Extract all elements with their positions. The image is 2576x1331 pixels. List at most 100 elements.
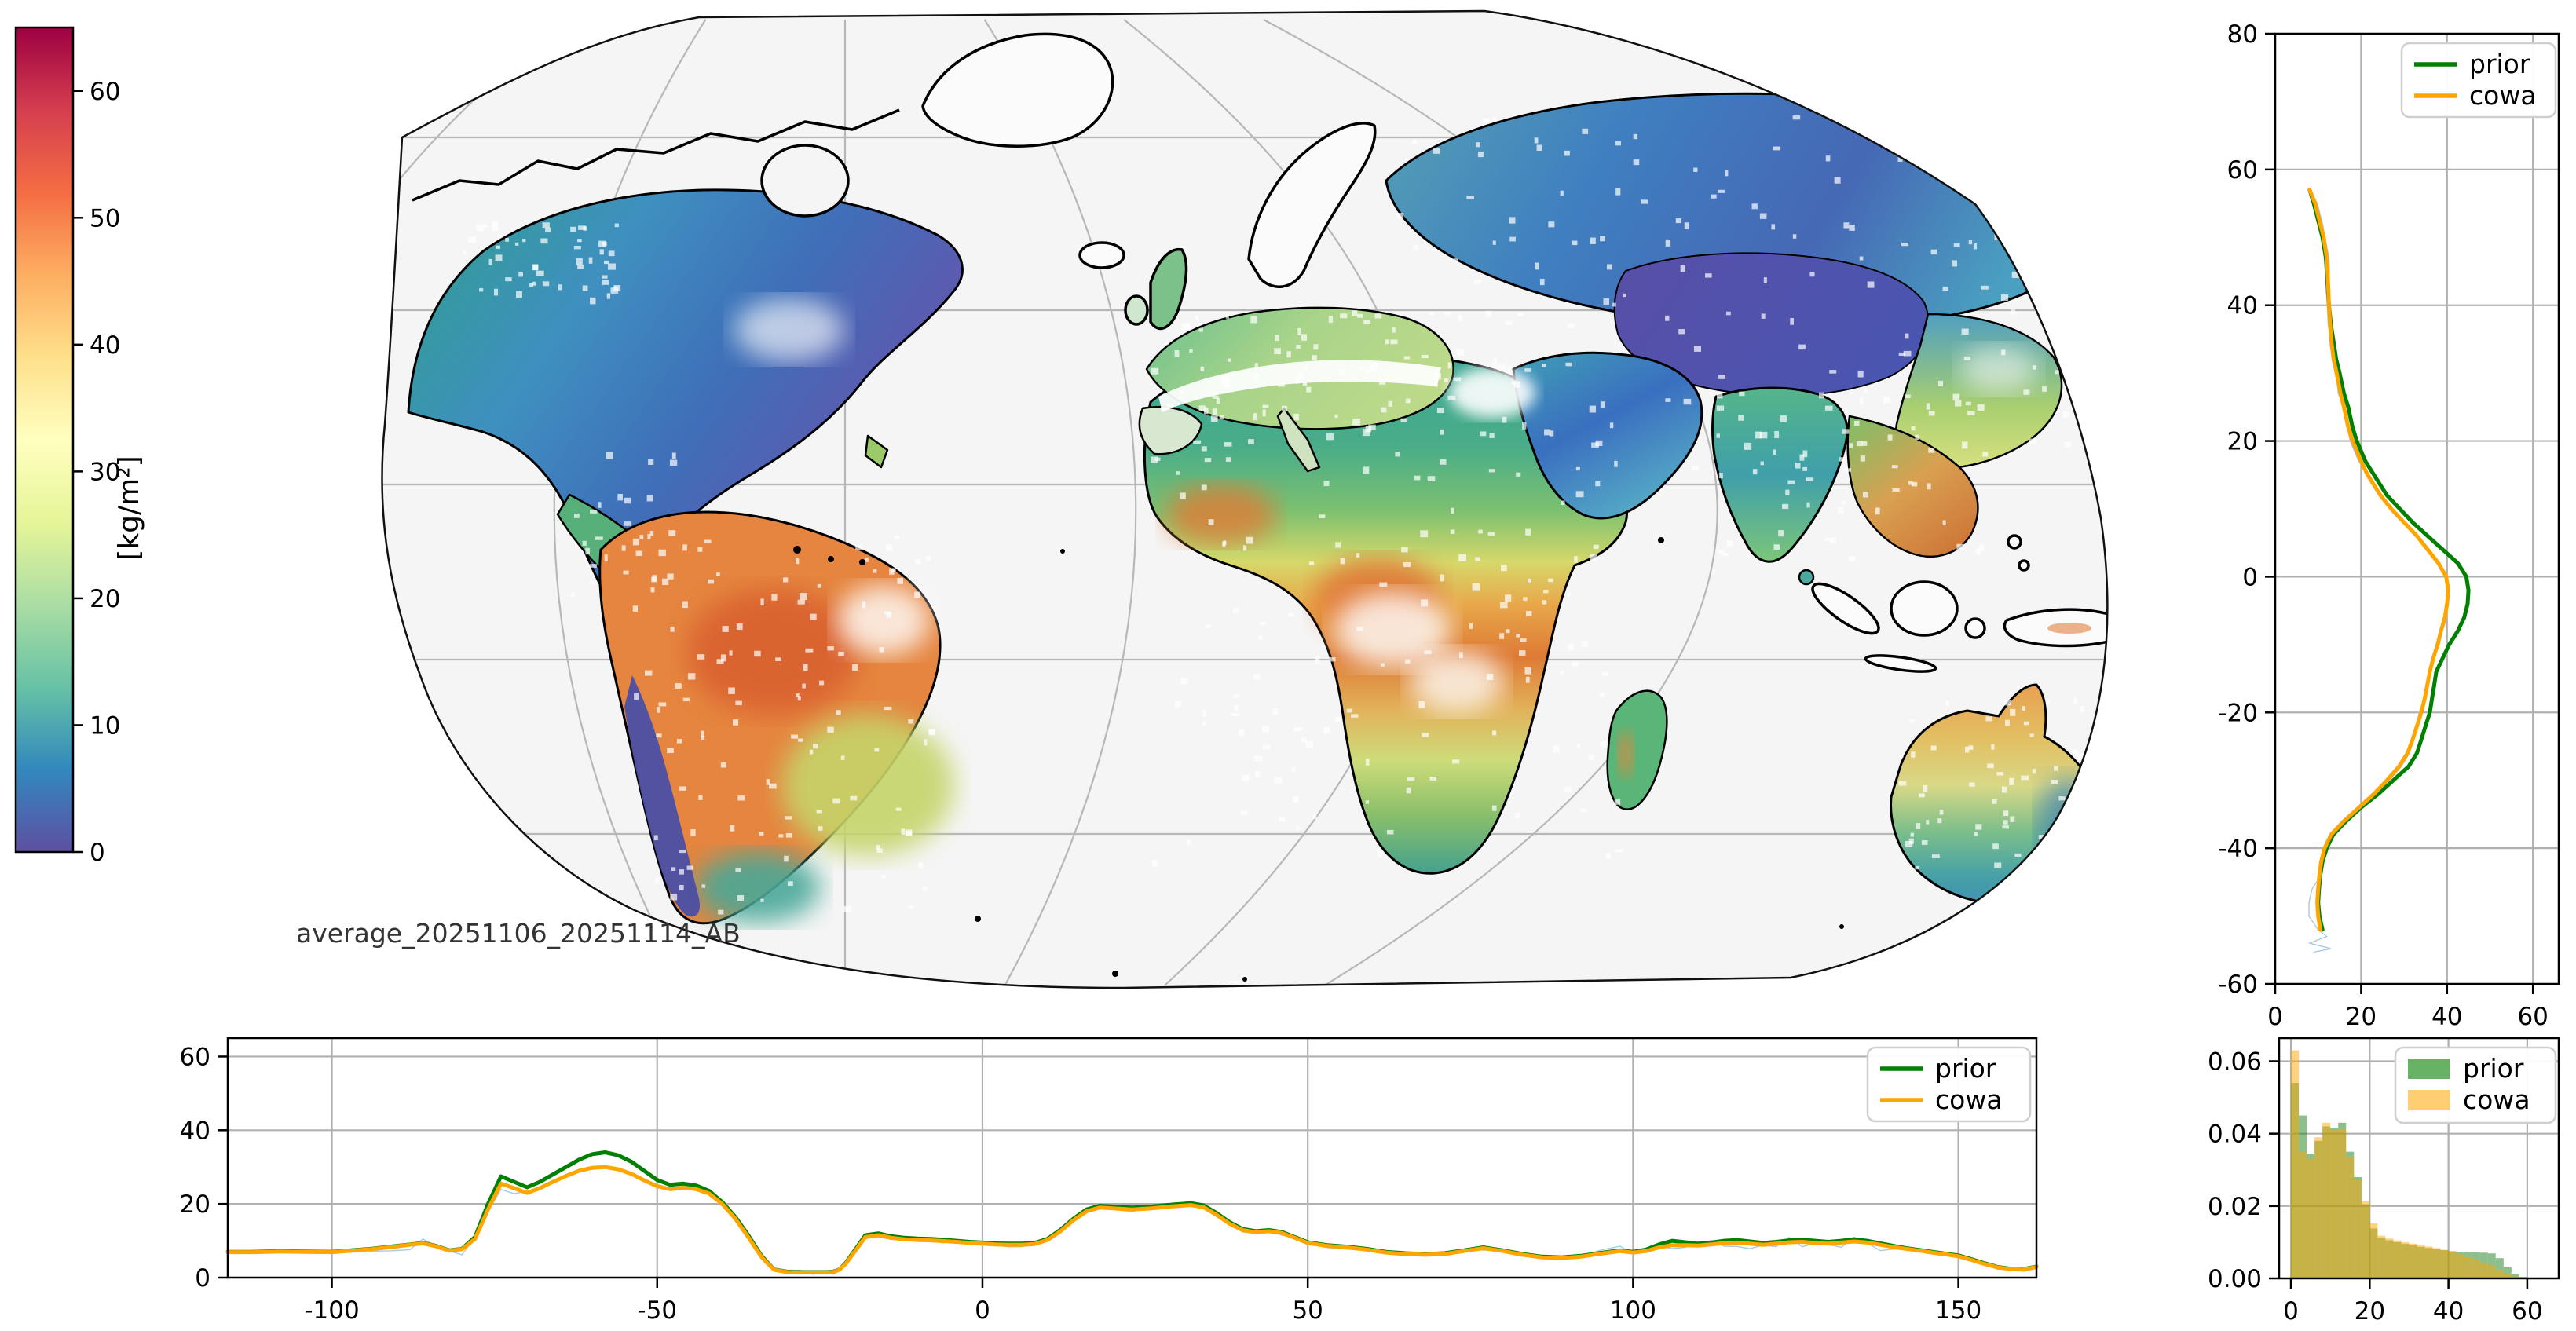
series-line-prior [225, 1150, 2039, 1274]
speckle [676, 738, 682, 744]
cloud-north-america [734, 298, 844, 361]
speckle [1475, 142, 1480, 148]
speckle [1319, 514, 1326, 518]
legend-patch-cowa [2408, 1090, 2450, 1110]
speckle [881, 875, 887, 879]
speckle [1406, 787, 1411, 794]
speckle [1233, 607, 1239, 614]
speckle [803, 664, 808, 671]
speckle [735, 700, 742, 706]
cloud-congo-2 [1410, 650, 1504, 713]
speckle [1189, 349, 1193, 353]
speckle [2017, 900, 2022, 906]
speckle [1717, 393, 1723, 399]
speckle [573, 514, 580, 518]
speckle [1844, 468, 1852, 472]
speckle [1935, 148, 1940, 153]
speckle [2086, 784, 2091, 789]
speckle [1887, 434, 1893, 441]
speckle [1623, 293, 1626, 298]
speckle [1240, 810, 1248, 816]
speckle [1357, 313, 1363, 318]
speckle [1323, 481, 1330, 487]
y-tick-label: 0 [2242, 563, 2258, 591]
hist-bar-cowa [2377, 1235, 2386, 1278]
speckle [760, 598, 764, 606]
region-india [1711, 386, 1849, 563]
legend-label-prior: prior [2463, 1053, 2524, 1084]
speckle [817, 583, 821, 588]
speckle [1485, 310, 1492, 318]
speckle [2073, 697, 2077, 704]
speckle [1363, 320, 1371, 324]
speckle [1915, 434, 1919, 440]
speckle [1216, 397, 1220, 404]
coast-sulawesi [1964, 617, 1986, 639]
speckle [1491, 805, 1497, 811]
speckle [697, 547, 703, 552]
speckle [1857, 370, 1864, 378]
cloud-ne-south-america [836, 585, 931, 656]
speckle [1323, 726, 1330, 734]
speckle [1693, 346, 1701, 352]
projection-outline [381, 9, 2109, 989]
speckle [522, 239, 526, 243]
speckle [690, 829, 696, 836]
speckle [2021, 775, 2029, 781]
speckle [1492, 730, 1497, 736]
speckle [1522, 422, 1527, 430]
speckle [1567, 324, 1575, 328]
speckle [1582, 128, 1589, 134]
speckle [2059, 876, 2065, 883]
speckle [1548, 578, 1553, 583]
coast-scandinavia [1247, 122, 1377, 288]
x-tick-label: -100 [304, 1296, 359, 1325]
speckle [1790, 318, 1795, 325]
hist-bar-cowa [2291, 1050, 2300, 1278]
speckle [851, 664, 858, 671]
hist-bar-cowa [2440, 1249, 2449, 1278]
nodata-coastlines [412, 32, 2132, 949]
speckle [1514, 812, 1520, 819]
speckle [1174, 350, 1180, 357]
speckle [1760, 461, 1764, 466]
speckle [1447, 362, 1452, 369]
speckle [1378, 381, 1386, 385]
speckle [1838, 506, 1844, 514]
speckle [1363, 466, 1370, 474]
y-tick-label: 60 [2227, 156, 2258, 185]
speckle [1368, 424, 1376, 430]
speckle [914, 591, 920, 598]
speckle [1567, 591, 1571, 597]
speckle [1575, 466, 1580, 471]
speckle [1825, 155, 1831, 162]
speckle [2029, 170, 2036, 177]
speckle [2055, 370, 2059, 375]
speckle [1684, 222, 1689, 230]
speckle [602, 280, 609, 285]
coast-japan [2109, 338, 2132, 412]
speckle [1396, 213, 1404, 218]
speckle [682, 544, 687, 551]
speckle [1451, 507, 1454, 514]
speckle [1281, 405, 1287, 411]
speckle [589, 564, 597, 568]
speckle [1253, 674, 1261, 680]
hist-bar-prior [2511, 1274, 2519, 1278]
speckle [1174, 700, 1181, 708]
speckle [1246, 536, 1253, 544]
speckle [1572, 240, 1578, 246]
speckle [1407, 777, 1415, 781]
speckle [1180, 492, 1186, 499]
tick-marks: 0 20 40 60 0.00 0.02 0.04 0.06 [2208, 1048, 2543, 1326]
speckle [766, 779, 770, 785]
speckle [1989, 144, 1995, 151]
speckle [1374, 313, 1382, 319]
speckle [1254, 363, 1258, 369]
speckle [1860, 455, 1865, 462]
speckle [1581, 641, 1588, 647]
speckle [1992, 843, 1999, 850]
speckle [1755, 431, 1762, 439]
speckle [1356, 627, 1364, 631]
